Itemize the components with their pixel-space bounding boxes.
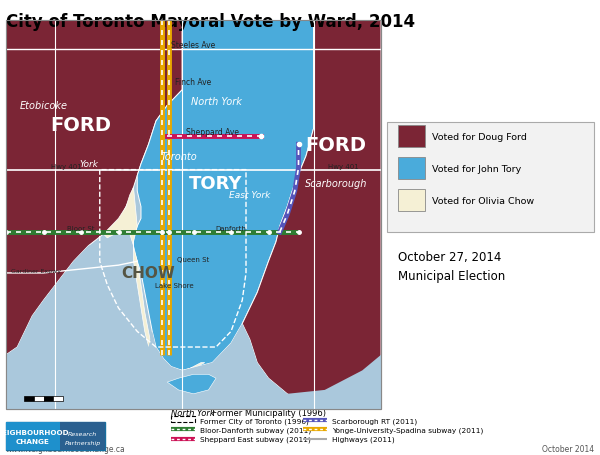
Text: Toronto: Toronto [160,152,197,162]
Text: Danforth: Danforth [215,226,247,232]
Text: Lake Shore: Lake Shore [155,282,194,288]
Bar [398,158,425,180]
Text: Sheppard Ave: Sheppard Ave [186,128,239,137]
Text: Kilometres: Kilometres [25,401,62,407]
Text: NEIGHBOURHOOD: NEIGHBOURHOOD [0,429,69,435]
Text: October 27, 2014
Municipal Election: October 27, 2014 Municipal Election [398,250,505,282]
Bar [34,396,44,401]
Text: CHOW: CHOW [122,266,175,281]
Text: Voted for John Tory: Voted for John Tory [432,164,521,173]
Text: Partnership: Partnership [65,440,101,445]
Text: 0: 0 [22,389,26,394]
Text: Voted for Olivia Chow: Voted for Olivia Chow [432,196,534,205]
Text: City of Toronto Mayoral Vote by Ward, 2014: City of Toronto Mayoral Vote by Ward, 20… [6,13,415,30]
Text: www.NeighbourhoodChange.ca: www.NeighbourhoodChange.ca [6,444,126,453]
Bar [387,123,594,232]
Text: North York: North York [171,408,215,417]
Text: FORD: FORD [50,116,112,135]
Text: FORD: FORD [305,136,367,154]
Bar [398,190,425,212]
Text: North York: North York [191,97,241,107]
Text: Hwy 401: Hwy 401 [328,163,359,169]
Bar [171,416,195,422]
Polygon shape [6,234,381,410]
Text: TORY: TORY [189,175,243,193]
Bar [398,126,425,148]
Text: Voted for Doug Ford: Voted for Doug Ford [432,132,527,142]
Text: Bloor St: Bloor St [67,226,95,232]
Bar [6,422,61,450]
Text: Finch Ave: Finch Ave [175,78,212,87]
Polygon shape [104,188,205,370]
Text: Research: Research [68,431,97,435]
Text: Gardiner Expwy: Gardiner Expwy [11,269,61,274]
Bar [6,20,381,410]
Bar [61,422,105,450]
Polygon shape [167,374,216,394]
Polygon shape [6,20,182,355]
Text: Former Municipality (1996): Former Municipality (1996) [207,408,326,417]
Text: York: York [79,160,98,169]
Text: Yonge-University-Spadina subway (2011): Yonge-University-Spadina subway (2011) [332,426,483,433]
Text: Etobicoke: Etobicoke [19,101,67,111]
Text: Steeles Ave: Steeles Ave [172,41,215,50]
Bar [6,20,381,410]
Bar [53,396,63,401]
Polygon shape [134,20,314,370]
Text: Scarborough: Scarborough [305,179,367,189]
Text: East York: East York [229,191,271,200]
Text: Queen St: Queen St [178,257,209,263]
Text: CHANGE: CHANGE [16,438,50,445]
Text: Bloor-Danforth subway (2011): Bloor-Danforth subway (2011) [200,426,311,433]
Bar [24,396,34,401]
Bar [44,396,53,401]
Text: 15: 15 [39,389,48,394]
Text: Former City of Toronto (1996): Former City of Toronto (1996) [200,417,308,424]
Text: Scarborough RT (2011): Scarborough RT (2011) [332,417,417,424]
Text: October 2014: October 2014 [542,444,594,453]
Text: Sheppard East subway (2011): Sheppard East subway (2011) [200,435,311,442]
Text: Highways (2011): Highways (2011) [332,435,395,442]
Bar [6,422,105,450]
Text: Hwy 401: Hwy 401 [50,163,82,169]
Polygon shape [242,20,381,410]
